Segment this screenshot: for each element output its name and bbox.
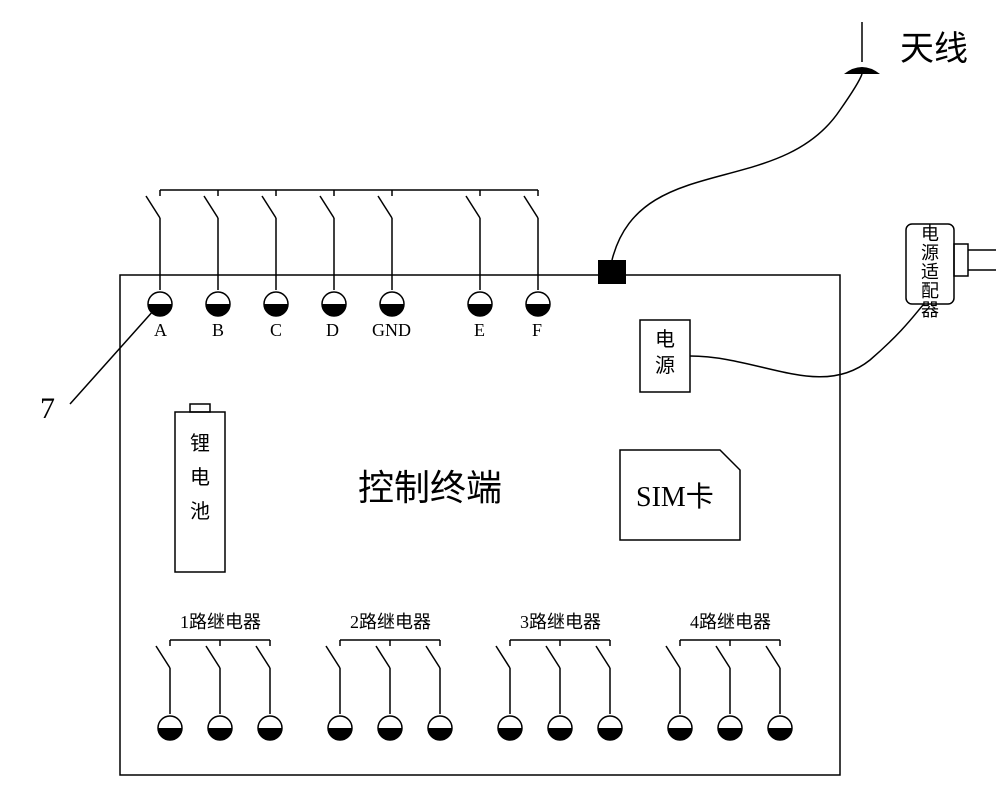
- control-terminal-box: [120, 275, 840, 775]
- top-terminal-D-fill: [322, 304, 346, 316]
- relay-3-pin-2-fill: [548, 728, 572, 740]
- relay-4-pin-2-fill: [718, 728, 742, 740]
- control-terminal-label: 控制终端: [358, 468, 502, 508]
- relay-3-pin-1-fill: [498, 728, 522, 740]
- top-terminal-label-C: C: [270, 320, 282, 340]
- power-label-box: 电源: [640, 320, 690, 392]
- relay-label-3: 3路继电器: [520, 612, 601, 632]
- input-terminals: A B C D GND E F: [146, 190, 550, 340]
- top-terminal-label-D: D: [326, 320, 339, 340]
- relay-3-pin-3-fill: [598, 728, 622, 740]
- relay-4-pin-1-fill: [668, 728, 692, 740]
- svg-text:源: 源: [921, 243, 939, 263]
- top-terminal-A-fill: [148, 304, 172, 316]
- top-terminal-E-fill: [468, 304, 492, 316]
- svg-text:配: 配: [921, 281, 939, 301]
- svg-text:电: 电: [190, 466, 210, 489]
- power-adapter: 电源适配器: [906, 224, 954, 320]
- adapter-wire: [690, 304, 924, 377]
- top-terminal-label-A: A: [154, 320, 167, 340]
- svg-text:适: 适: [921, 262, 939, 282]
- svg-text:源: 源: [655, 354, 675, 377]
- relay-1-pin-1-fill: [158, 728, 182, 740]
- relay-terminals: 1路继电器 2路继电器 3路继电器 4路继电器: [156, 612, 792, 740]
- top-terminal-C-fill: [264, 304, 288, 316]
- top-terminal-B-fill: [206, 304, 230, 316]
- relay-label-1: 1路继电器: [180, 612, 261, 632]
- relay-2-pin-3-fill: [428, 728, 452, 740]
- top-terminal-label-E: E: [474, 320, 485, 340]
- antenna-icon: [844, 22, 880, 74]
- relay-label-2: 2路继电器: [350, 612, 431, 632]
- relay-label-4: 4路继电器: [690, 612, 771, 632]
- battery-icon: 锂电池: [175, 404, 225, 572]
- reference-7: 7: [40, 392, 55, 425]
- relay-2-pin-1-fill: [328, 728, 352, 740]
- svg-text:锂: 锂: [190, 432, 210, 455]
- antenna-wire: [612, 74, 862, 260]
- relay-1-pin-2-fill: [208, 728, 232, 740]
- relay-2-pin-2-fill: [378, 728, 402, 740]
- diagram-canvas: ABCDGNDEF 电源 天线 电源适配器 锂电池 控制终端 SIM卡 7 1路…: [0, 0, 1000, 804]
- svg-text:电: 电: [655, 328, 675, 351]
- top-terminal-F-fill: [526, 304, 550, 316]
- plug-icon: [954, 244, 996, 276]
- antenna-label: 天线: [900, 30, 968, 68]
- svg-text:电: 电: [921, 224, 939, 244]
- relay-4-pin-3-fill: [768, 728, 792, 740]
- top-terminal-label-F: F: [532, 320, 542, 340]
- relay-1-pin-3-fill: [258, 728, 282, 740]
- top-terminal-label-B: B: [212, 320, 224, 340]
- sim-label: SIM卡: [636, 481, 714, 513]
- svg-text:池: 池: [190, 500, 210, 523]
- top-terminal-GND-fill: [380, 304, 404, 316]
- antenna-connector: [598, 260, 626, 284]
- top-terminal-label-GND: GND: [372, 320, 411, 340]
- svg-text:器: 器: [921, 300, 939, 320]
- reference-7-leader: [70, 310, 154, 404]
